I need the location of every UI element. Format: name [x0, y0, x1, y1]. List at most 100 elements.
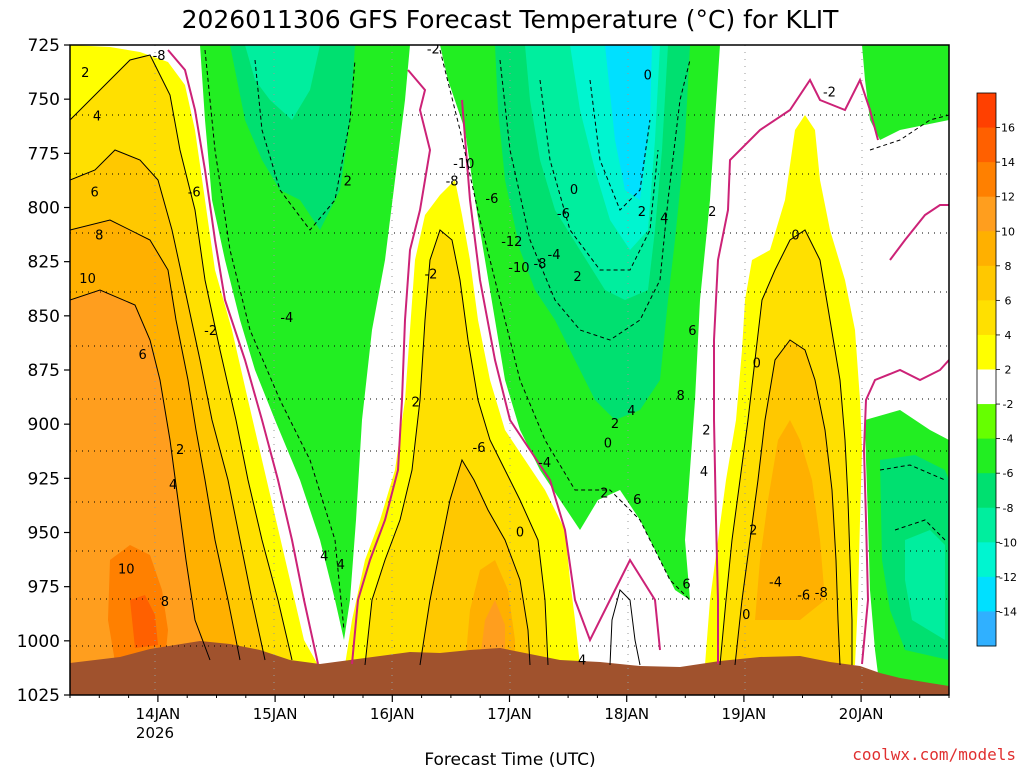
colorbar-swatch: [977, 93, 996, 129]
warm-region-3-8: [755, 420, 825, 620]
contour-value-label: -6: [557, 207, 570, 222]
colorbar-swatch: [977, 576, 996, 612]
colorbar-swatch: [977, 231, 996, 267]
colorbar-swatch: [977, 404, 996, 440]
x-year-label: 2026: [136, 724, 174, 742]
contour-value-label: 8: [676, 389, 684, 404]
colorbar-label: -14: [999, 605, 1017, 618]
contour-value-label: 4: [320, 549, 328, 564]
colorbar-swatches: [977, 93, 996, 647]
colorbar-swatch: [977, 127, 996, 163]
y-tick-label: 975: [28, 578, 60, 598]
contour-value-label: 10: [79, 272, 96, 287]
contour-value-label: 0: [516, 526, 524, 541]
contour-value-label: -2: [424, 268, 437, 283]
cold-region-1: [200, 45, 410, 640]
colorbar-label: -12: [999, 571, 1017, 584]
colorbar-label: -8: [1003, 502, 1014, 515]
contour-value-label: -2: [427, 42, 440, 57]
colorbar-label: 14: [1001, 156, 1015, 169]
x-tick-labels: 14JAN 15JAN 16JAN 17JAN 18JAN 19JAN 20JAN: [69, 695, 950, 723]
warm-region-left-14: [130, 595, 158, 648]
colorbar-label: 6: [1005, 294, 1012, 307]
contour-value-label: -4: [280, 311, 293, 326]
contour-value-label: -6: [797, 588, 810, 603]
contour-value-label: 0: [753, 357, 761, 372]
x-tick-label: 19JAN: [722, 705, 767, 723]
contour-value-label: 0: [742, 608, 750, 623]
contour-value-label: 2: [81, 66, 89, 81]
colorbar-swatch: [977, 473, 996, 509]
contour-value-label: -12: [501, 235, 522, 250]
contour-value-label: -8: [533, 257, 546, 272]
colorbar: 16 14 12 10 8 6 4 2 -2 -4 -6 -8 -10 -12 -14: [976, 92, 1017, 647]
colorbar-swatch: [977, 542, 996, 578]
contour-value-label: 2: [638, 205, 646, 220]
colorbar-swatch: [977, 265, 996, 301]
cold-region-4-8: [905, 530, 945, 640]
y-axis: 725 750 775 800 825 850 875 900 925 950 975 1000 102…: [17, 36, 70, 706]
colorbar-label: -6: [1003, 467, 1014, 480]
contour-value-label: 0: [791, 229, 799, 244]
contour-value-label: 2: [749, 523, 757, 538]
contour-value-label: -2: [204, 324, 217, 339]
contour-value-label: 2: [176, 443, 184, 458]
colorbar-label: 8: [1005, 260, 1012, 273]
source-credit: coolwx.com/models: [852, 745, 1016, 764]
contour-value-label: 6: [633, 493, 641, 508]
colorbar-label: -10: [999, 536, 1017, 549]
contour-value-label: 4: [627, 404, 635, 419]
y-tick-label: 775: [28, 144, 60, 164]
contour-value-label: 0: [570, 183, 578, 198]
colorbar-swatch: [977, 369, 996, 405]
y-tick-label: 750: [28, 90, 60, 110]
contour-value-label: -4: [769, 575, 782, 590]
contour-value-label: 8: [161, 595, 169, 610]
y-tick-label: 1000: [17, 632, 60, 652]
contour-value-label: 2: [573, 270, 581, 285]
contour-fills: 246810624810-8-6-2-4244-22-2-8-10-6-12-1…: [70, 42, 949, 695]
contour-value-label: 4: [93, 110, 101, 125]
y-tick-label: 1025: [17, 686, 60, 706]
colorbar-swatch: [977, 611, 996, 647]
contour-value-label: -6: [188, 185, 201, 200]
cold-isotherms: [204, 49, 949, 631]
warm-region-left-10: [70, 290, 210, 665]
x-tick-label: 17JAN: [487, 705, 532, 723]
colorbar-swatch: [977, 438, 996, 474]
warm-isotherms: [70, 54, 853, 666]
y-tick-label: 850: [28, 307, 60, 327]
contour-value-label: 2: [611, 417, 619, 432]
y-tick-label: 875: [28, 361, 60, 381]
contour-value-label: 6: [90, 185, 98, 200]
y-tick-label: 725: [28, 36, 60, 56]
x-tick-label: 18JAN: [604, 705, 649, 723]
x-tick-label: 14JAN: [136, 705, 181, 723]
colorbar-label: -2: [1003, 398, 1014, 411]
colorbar-swatch: [977, 507, 996, 543]
y-tick-label: 900: [28, 415, 60, 435]
contour-value-label: 4: [660, 211, 668, 226]
contour-value-label: 2: [702, 424, 710, 439]
x-axis: 14JAN 15JAN 16JAN 17JAN 18JAN 19JAN 20JAN 2026: [69, 695, 950, 742]
contour-value-label: 6: [139, 348, 147, 363]
contour-value-label: 6: [682, 578, 690, 593]
colorbar-label: -4: [1003, 433, 1014, 446]
cold-region-1-inner: [230, 45, 355, 230]
contour-value-label: -10: [508, 261, 529, 276]
y-tick-label: 925: [28, 469, 60, 489]
contour-value-label: -6: [485, 192, 498, 207]
colorbar-label: 10: [1001, 225, 1015, 238]
contour-value-label: 2: [708, 205, 716, 220]
contour-value-label: 10: [118, 562, 135, 577]
y-tick-label: 825: [28, 253, 60, 273]
pressure-gridlines: [70, 114, 949, 647]
contour-value-label: 4: [169, 478, 177, 493]
contour-value-label: -4: [538, 456, 551, 471]
colorbar-swatch: [977, 162, 996, 198]
x-axis-title: Forecast Time (UTC): [424, 750, 595, 768]
colorbar-labels: 16 14 12 10 8 6 4 2 -2 -4 -6 -8 -10 -12 -14: [996, 122, 1017, 618]
colorbar-label: 12: [1001, 191, 1015, 204]
contour-value-label: -6: [473, 441, 486, 456]
